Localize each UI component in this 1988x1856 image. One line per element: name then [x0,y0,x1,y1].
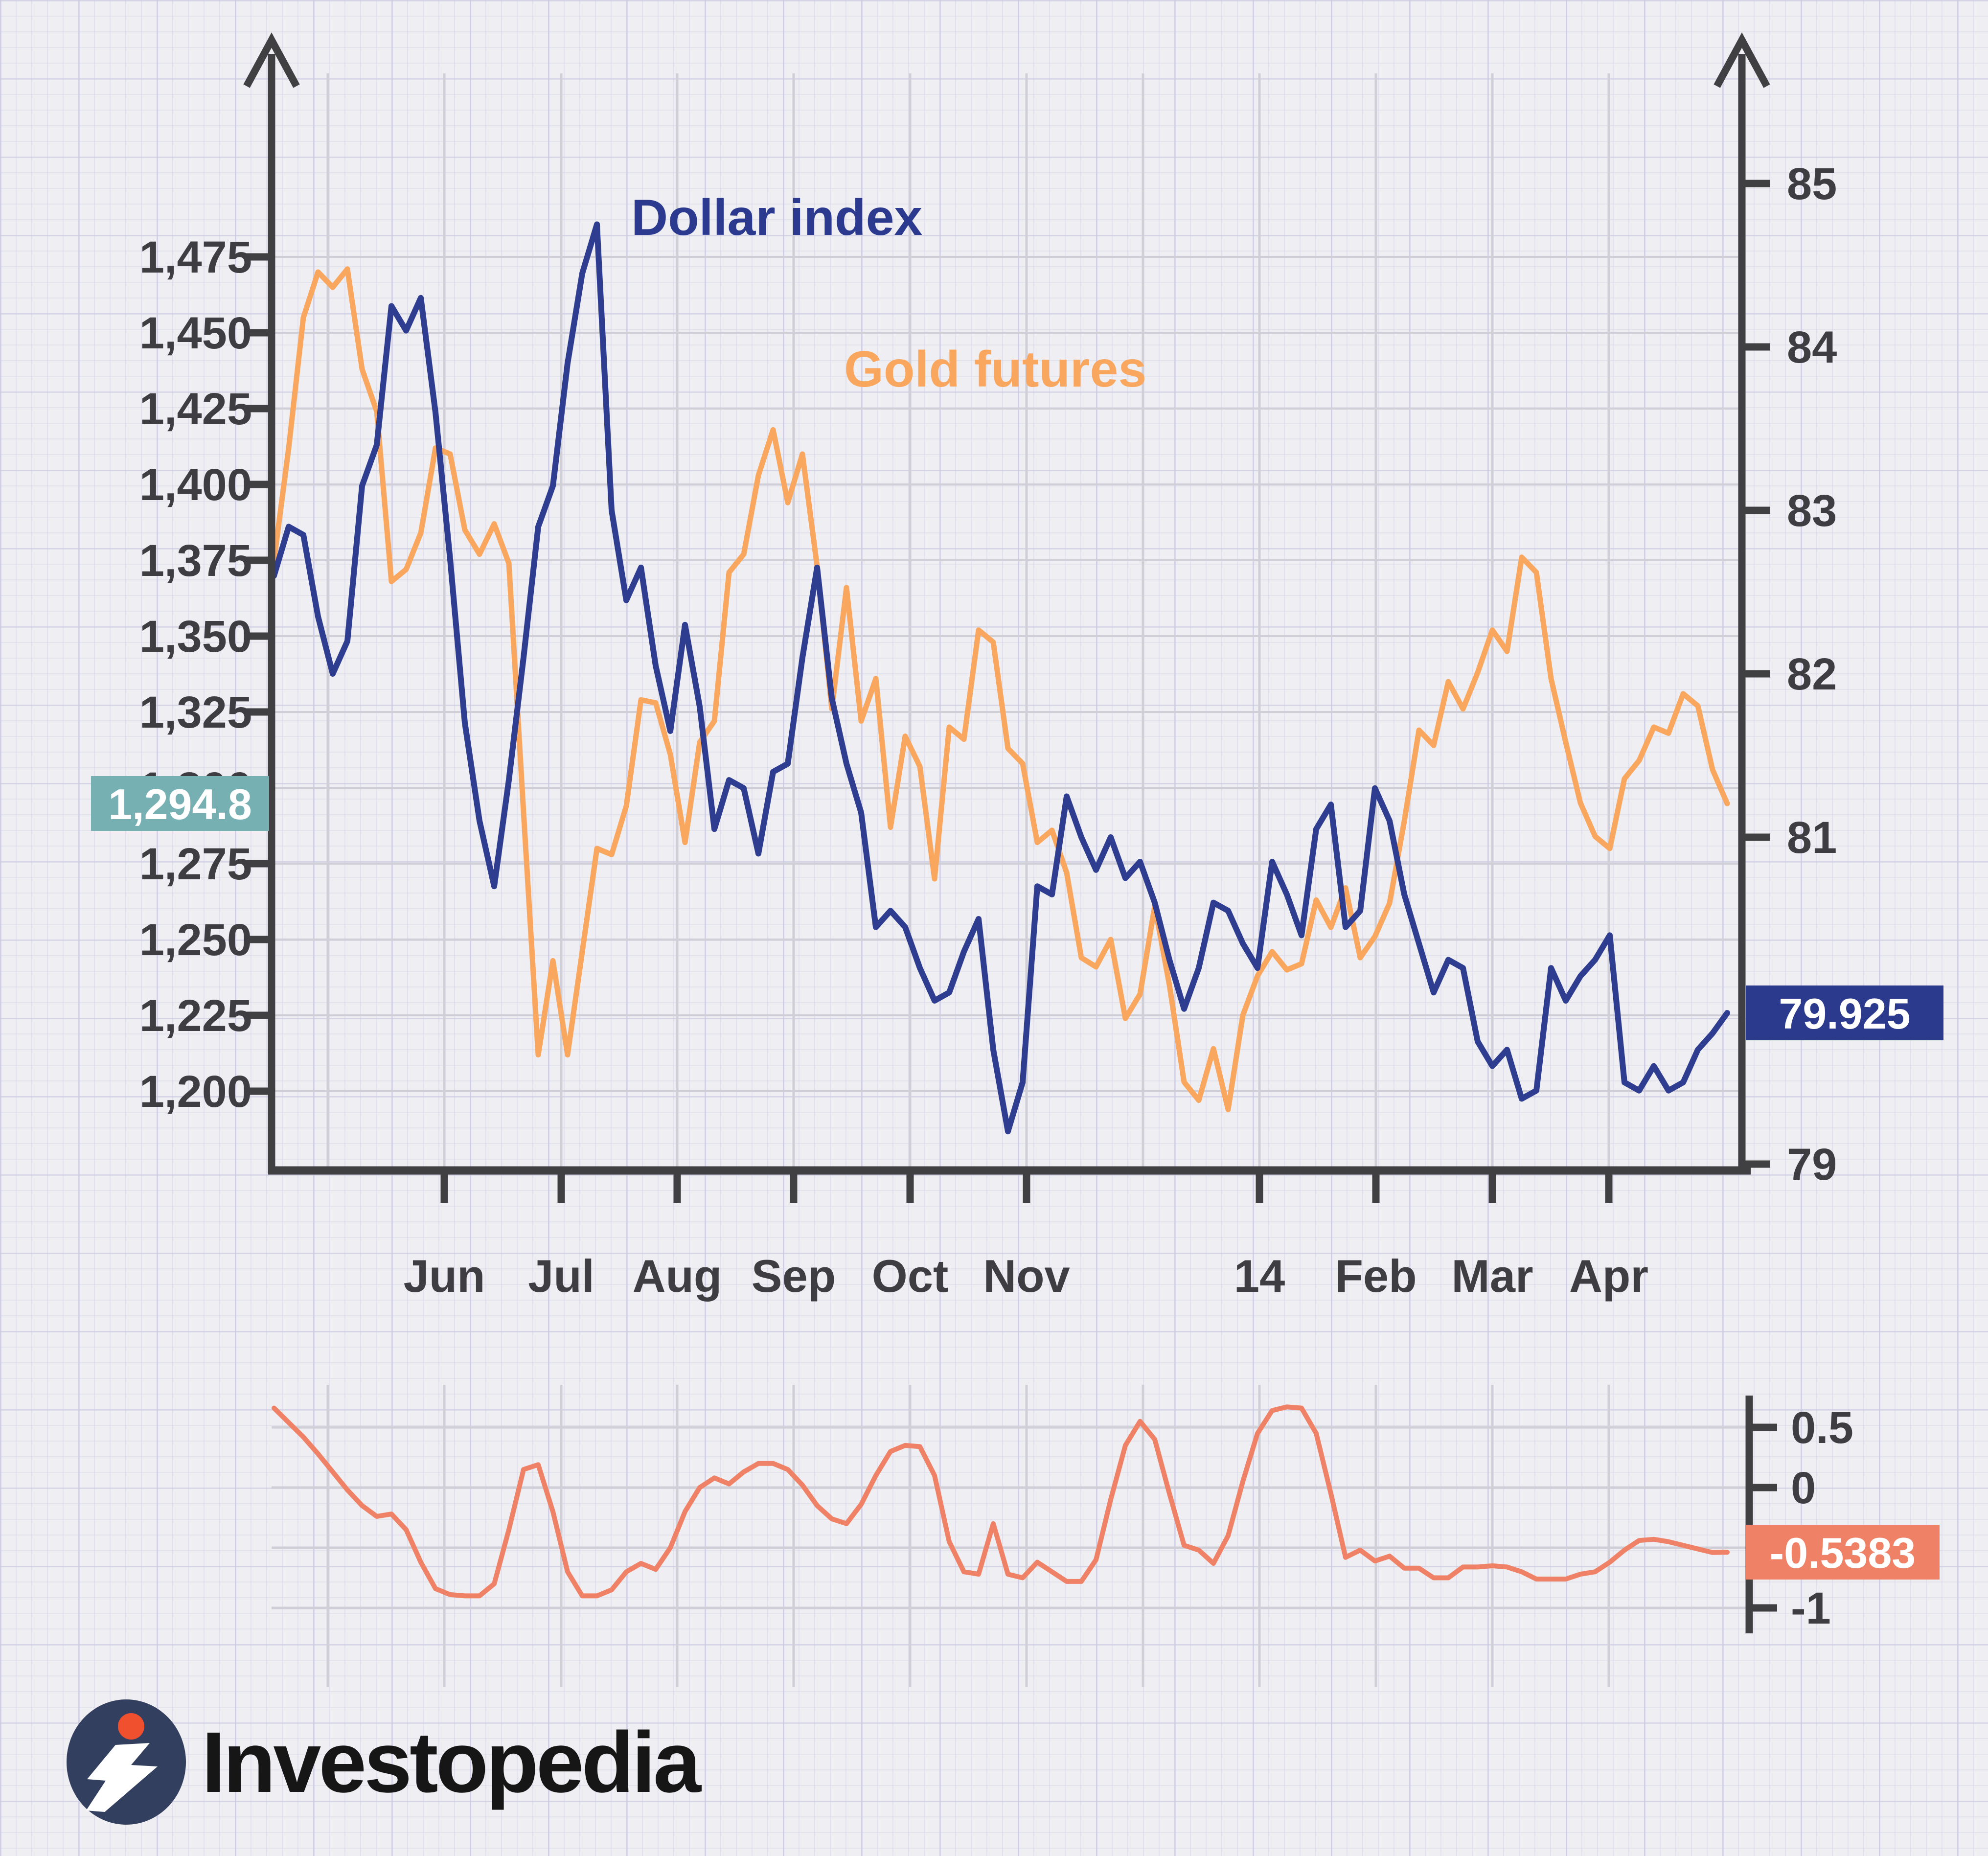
series-path [271,221,1730,1135]
subplot-axis-labels: 0.5 0 -1 [1791,1403,1853,1633]
dollar-last-badge-value: 79.925 [1779,989,1910,1038]
left-axis-tick-label: 1,375 [139,536,252,586]
legend-gold-futures: Gold futures [844,341,1146,398]
right-axis-labels: 79 81 82 83 84 85 [1787,159,1837,1190]
gold-futures-line [271,266,1730,1112]
main-chart-gridlines [272,73,1742,1170]
correlation-last-badge-value: -0.5383 [1770,1529,1916,1577]
dollar-last-badge: 79.925 [1746,985,1943,1040]
subplot-tick-label: 0.5 [1791,1403,1853,1453]
logo-wordmark: Investopedia [202,1715,702,1810]
series-path [272,1404,1730,1599]
series-path [271,266,1730,1112]
axes [243,32,1770,1633]
right-axis-tick-label: 82 [1787,649,1837,699]
x-axis-tick-label: Feb [1335,1250,1417,1302]
subplot-gridlines [272,1385,1749,1687]
x-axis-tick-label: Sep [752,1250,836,1302]
x-axis-tick-label: Aug [633,1250,722,1302]
left-axis-tick-label: 1,325 [139,687,252,737]
dollar-index-line [271,221,1730,1135]
right-axis-tick-label: 83 [1787,486,1837,536]
right-axis-tick-label: 85 [1787,159,1837,209]
x-axis-tick-label: Mar [1451,1250,1533,1302]
left-axis-tick-label: 1,475 [139,232,252,282]
left-axis-tick-label: 1,250 [139,915,252,965]
left-axis-tick-label: 1,450 [139,308,252,358]
investopedia-logo: Investopedia [67,1699,704,1825]
left-axis-tick-label: 1,275 [139,839,252,889]
x-axis-tick-label: Nov [983,1250,1070,1302]
logo-bolt-icon [86,1743,158,1812]
right-axis-arrow-icon [1714,32,1770,88]
right-axis-tick-label: 81 [1787,813,1837,863]
correlation-line [272,1404,1730,1599]
gold-last-badge: 1,294.8 [91,776,269,831]
right-axis-tick-label: 84 [1787,322,1837,372]
legend-dollar-index: Dollar index [631,189,922,246]
left-axis-labels: 1,2001,2251,2501,2751,3001,3251,3501,375… [139,232,252,1117]
left-axis-tick-label: 1,425 [139,384,252,434]
right-axis-tick-label: 79 [1787,1140,1837,1190]
logo-dot-icon [118,1713,144,1740]
x-axis-labels: Jun Jul Aug Sep Oct Nov 14 Feb Mar Apr [403,1250,1648,1302]
correlation-last-badge: -0.5383 [1746,1525,1940,1580]
x-axis-tick-label: Apr [1569,1250,1648,1302]
left-axis-tick-label: 1,350 [139,612,252,662]
left-axis-tick-label: 1,400 [139,460,252,510]
x-axis-tick-label: Oct [872,1250,949,1302]
axis-ticks [245,180,1777,1612]
x-axis-tick-label: 14 [1234,1250,1285,1302]
left-axis-arrow-icon [243,32,300,88]
gold-last-badge-value: 1,294.8 [108,780,252,828]
x-axis-tick-label: Jun [403,1250,485,1302]
left-axis-tick-label: 1,200 [139,1067,252,1117]
left-axis-tick-label: 1,225 [139,991,252,1041]
subplot-tick-label: -1 [1791,1583,1831,1633]
subplot-tick-label: 0 [1791,1463,1816,1513]
x-axis-tick-label: Jul [528,1250,594,1302]
